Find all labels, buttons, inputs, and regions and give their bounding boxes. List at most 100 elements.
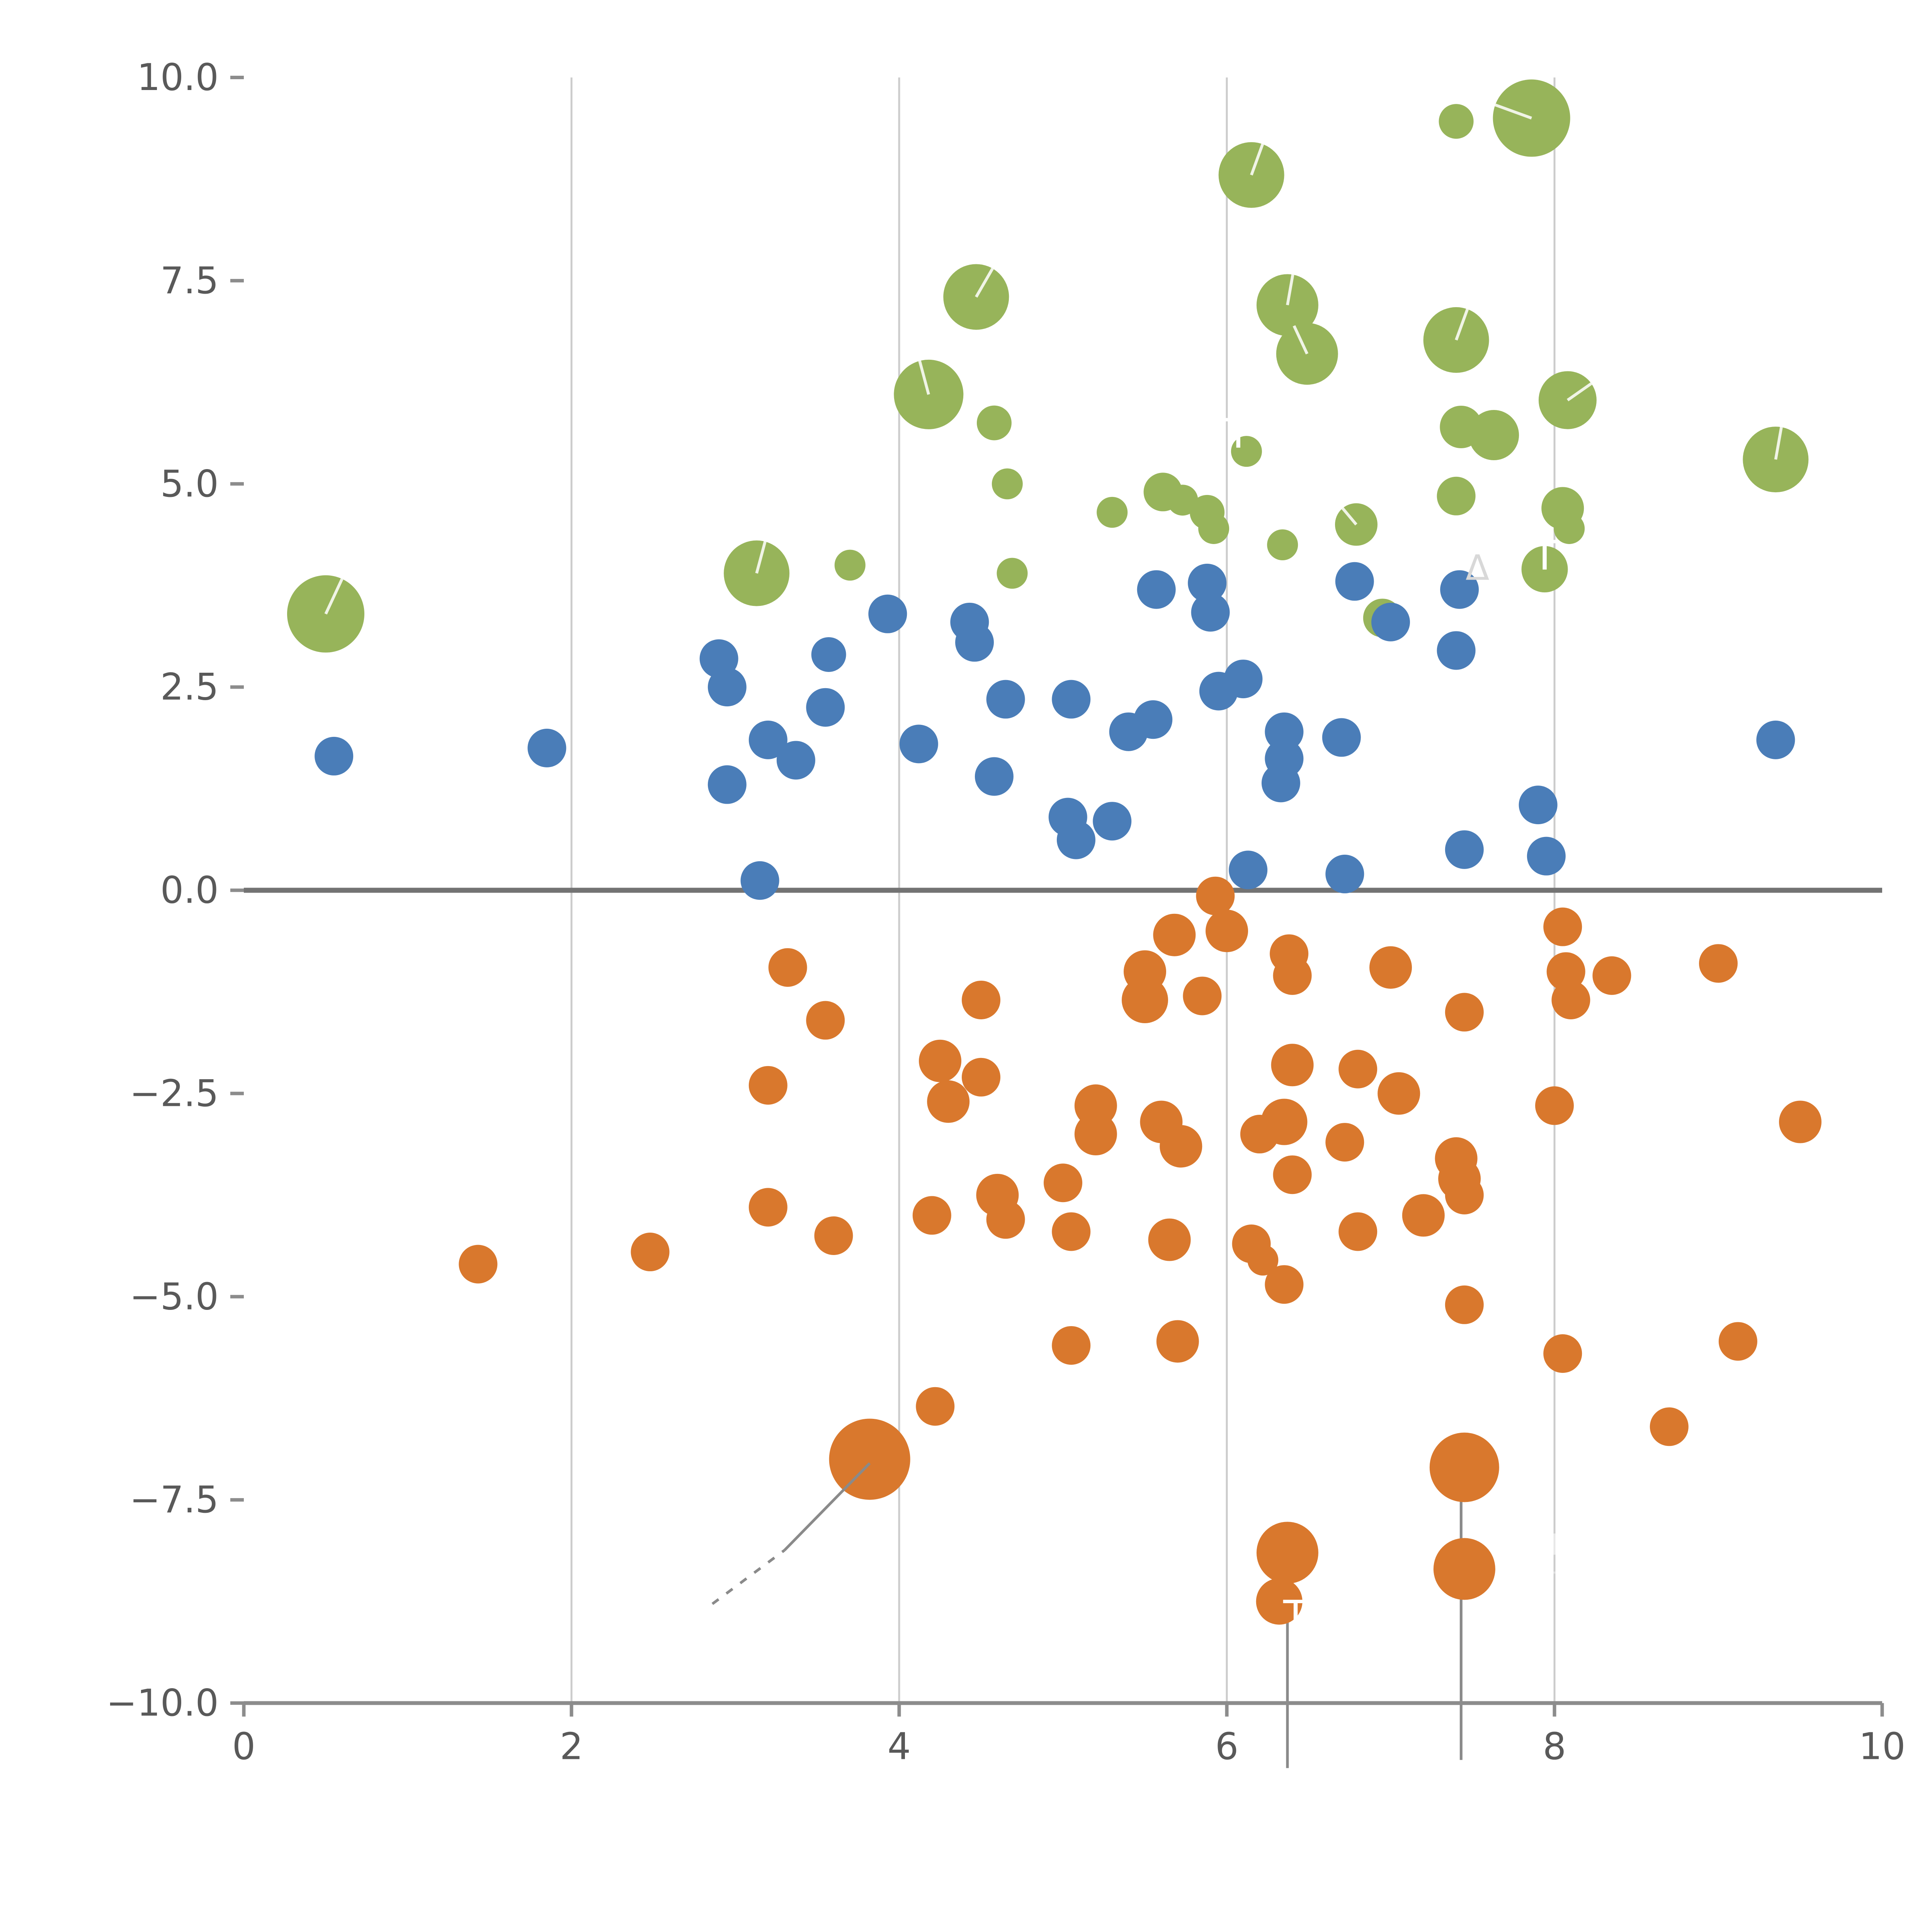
annotation-text: T (1226, 410, 1251, 457)
data-point-blue (806, 688, 845, 727)
data-point-blue (1325, 854, 1364, 893)
points-layer (287, 79, 1821, 1625)
data-point-orange (962, 1058, 1000, 1097)
data-point-blue (1371, 602, 1410, 641)
y-tick-label: −5.0 (129, 1276, 219, 1318)
data-point-orange (1273, 956, 1312, 995)
data-point-blue (740, 861, 779, 900)
data-point-orange (1445, 1285, 1484, 1324)
annotation-text: T (1545, 1528, 1564, 1562)
data-point-orange (912, 1196, 951, 1235)
data-point-orange (1551, 980, 1590, 1019)
data-point-green (1198, 513, 1230, 544)
y-tick-label: 5.0 (160, 463, 219, 505)
x-tick-label: 10 (1859, 1726, 1906, 1768)
data-point-orange (1122, 976, 1168, 1023)
data-point-orange (459, 1245, 498, 1284)
data-point-orange (768, 948, 807, 987)
y-tick-label: −10.0 (106, 1682, 219, 1725)
bubble-tick-mark (324, 578, 344, 615)
data-point-green (1097, 497, 1128, 528)
data-point-blue (1052, 680, 1091, 719)
data-point-green (1469, 410, 1519, 461)
data-point-orange (962, 980, 1000, 1019)
x-tick-label: 0 (232, 1726, 255, 1768)
data-point-green (1167, 485, 1198, 516)
data-point-blue (1229, 850, 1268, 889)
data-point-orange (1718, 1322, 1757, 1361)
data-point-blue (1137, 570, 1176, 609)
data-point-green (1439, 104, 1474, 139)
data-point-orange (1256, 1522, 1318, 1584)
data-point-green (976, 405, 1012, 440)
data-point-orange (1592, 956, 1631, 995)
data-point-orange (1650, 1407, 1689, 1446)
y-tick-label: 2.5 (160, 666, 219, 709)
data-point-orange (1271, 1044, 1314, 1087)
data-point-blue (975, 757, 1014, 796)
data-point-orange (1338, 1049, 1378, 1088)
data-point-green (992, 468, 1023, 500)
data-point-orange (748, 1066, 787, 1105)
data-point-blue (955, 623, 994, 662)
y-tick-label: −2.5 (129, 1072, 219, 1115)
data-point-blue (1322, 718, 1361, 757)
annotation-text: T (1532, 532, 1557, 579)
data-point-blue (811, 637, 846, 672)
x-tick-label: 8 (1543, 1726, 1566, 1768)
bubble-tick-mark (1455, 308, 1469, 341)
data-point-orange (806, 1001, 845, 1040)
bubble-tick-mark (1495, 103, 1532, 120)
data-point-blue (707, 765, 747, 804)
bubble-tick-mark (975, 267, 994, 298)
data-point-blue (707, 668, 747, 707)
data-point-blue (1191, 593, 1230, 632)
data-point-blue (1261, 764, 1300, 803)
data-point-blue (868, 594, 907, 633)
annotation-text: T (1283, 1592, 1308, 1639)
leader-line-solid (783, 1462, 871, 1551)
bubble-tick-mark (1293, 325, 1309, 355)
data-point-green (1743, 427, 1809, 493)
bubble-tick-mark (755, 541, 767, 574)
data-point-blue (1188, 563, 1227, 602)
data-point-orange (1256, 1578, 1303, 1625)
data-point-green (1231, 436, 1262, 467)
data-point-green (1437, 476, 1476, 515)
data-point-orange (986, 1200, 1025, 1239)
data-point-orange (829, 1418, 910, 1500)
data-point-green (834, 549, 866, 581)
data-point-orange (1433, 1538, 1495, 1600)
data-point-orange (1052, 1326, 1091, 1365)
data-point-orange (1369, 946, 1412, 989)
data-point-orange (1052, 1212, 1091, 1251)
data-point-orange (1543, 1334, 1582, 1373)
data-point-blue (315, 736, 354, 776)
data-point-orange (1183, 976, 1222, 1015)
data-point-blue (1756, 720, 1795, 759)
data-point-orange (1206, 910, 1248, 952)
data-point-blue (1527, 837, 1566, 876)
data-point-orange (916, 1387, 955, 1426)
bubble-tick-mark (1566, 382, 1592, 401)
data-point-orange (1535, 1086, 1574, 1125)
leader-line-dashed (711, 1549, 786, 1605)
data-point-orange (1196, 876, 1235, 915)
data-point-orange (1265, 1265, 1304, 1304)
y-tick-label: 7.5 (160, 260, 219, 302)
data-point-orange (927, 1080, 970, 1123)
series-orange (459, 876, 1821, 1625)
data-point-orange (1445, 993, 1484, 1032)
data-point-blue (1265, 712, 1304, 751)
annotation-text: Δ (1466, 548, 1490, 588)
data-point-blue (748, 720, 787, 759)
data-point-blue (1440, 570, 1479, 609)
y-tick-label: 0.0 (160, 869, 219, 912)
data-point-blue (776, 741, 815, 780)
data-point-blue (986, 680, 1025, 719)
data-point-blue (527, 728, 566, 767)
data-point-orange (1402, 1194, 1445, 1237)
